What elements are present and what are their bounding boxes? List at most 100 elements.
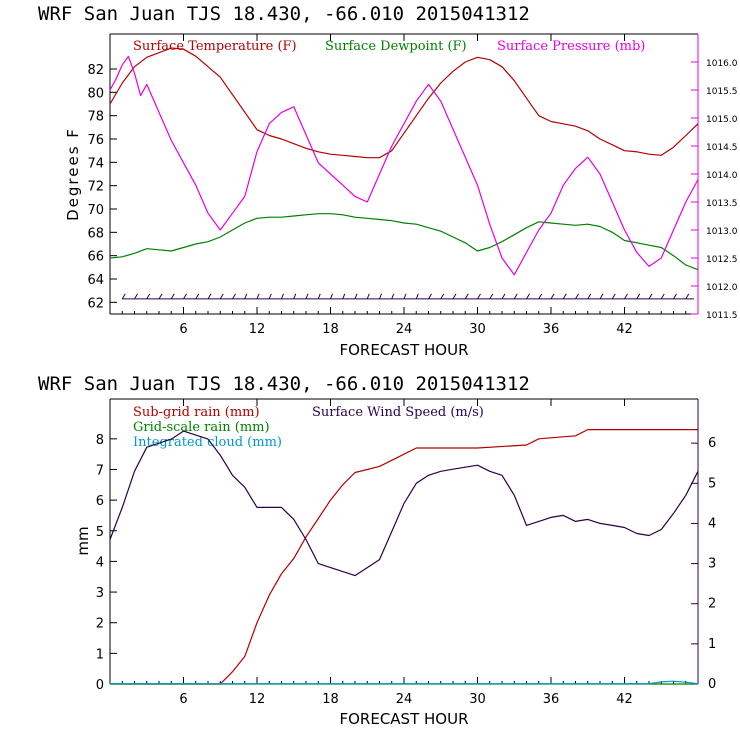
y-tick-label: 72	[87, 180, 104, 195]
wind-barb	[146, 293, 151, 300]
y2-tick-label: 1014.5	[706, 143, 738, 153]
wind-barb	[256, 293, 260, 300]
wind-barb	[611, 293, 616, 300]
y2-tick-label: 1015.0	[706, 115, 738, 125]
wind-barb	[134, 293, 138, 300]
x-tick-label: 18	[322, 692, 339, 707]
wind-barb	[477, 293, 481, 300]
series-line	[109, 430, 699, 577]
wind-barb	[379, 293, 382, 300]
wind-barb	[562, 293, 567, 300]
wind-barb	[366, 293, 370, 300]
y2-tick-label: 1013.5	[706, 199, 738, 209]
x-tick-label: 12	[249, 692, 266, 707]
y-tick-label: 68	[87, 226, 104, 241]
y-tick-label: 64	[87, 273, 104, 288]
wind-barb	[624, 293, 628, 300]
wind-barb	[575, 293, 579, 300]
x-axis-label: FORECAST HOUR	[339, 710, 468, 728]
x-tick-label: 42	[616, 692, 633, 707]
wind-barb	[452, 293, 457, 300]
y2-tick-label: 1014.0	[706, 171, 738, 181]
y2-tick-label: 1012.0	[706, 283, 738, 293]
wind-barb	[685, 293, 690, 300]
wind-barb	[268, 293, 272, 300]
wind-barb	[538, 293, 543, 300]
y2-tick-label: 1016.0	[706, 59, 738, 69]
y-tick-label: 70	[87, 203, 104, 218]
y-tick-label: 0	[96, 678, 104, 693]
y-tick-label: 82	[87, 63, 104, 78]
legend-entry: Integrated cloud (mm)	[133, 435, 282, 450]
y2-tick-label: 1013.0	[706, 227, 738, 237]
chart-panel-2: WRF San Juan TJS 18.430, -66.010 2015041…	[38, 373, 716, 728]
x-tick-label: 24	[396, 322, 413, 337]
y-tick-label: 5	[96, 525, 104, 540]
wind-barb	[158, 293, 163, 300]
wind-barb	[550, 293, 555, 300]
wind-barb	[305, 293, 309, 300]
wind-barb	[501, 293, 506, 300]
x-tick-label: 30	[469, 322, 486, 337]
wind-barb	[183, 293, 187, 300]
legend-entry: Surface Pressure (mb)	[497, 39, 645, 54]
y-tick-label: 80	[87, 86, 104, 101]
y-tick-label: 6	[96, 494, 104, 509]
wind-barb	[281, 293, 284, 300]
wind-barb	[673, 293, 677, 300]
y2-tick-label: 1012.5	[706, 255, 738, 265]
wind-barb	[526, 293, 530, 300]
series-line	[109, 47, 699, 159]
series-line	[110, 680, 699, 685]
wind-barb	[219, 293, 224, 300]
wind-barb	[342, 293, 346, 300]
wind-barb	[170, 293, 175, 300]
legend-entry: Surface Wind Speed (m/s)	[312, 405, 484, 420]
wind-barb	[587, 293, 592, 300]
legend-entry: Surface Temperature (F)	[133, 39, 297, 54]
series-line	[109, 213, 699, 271]
wind-barb	[244, 293, 248, 300]
wind-barb	[636, 293, 641, 300]
y2-tick-label: 6	[708, 436, 716, 451]
wind-barb	[403, 293, 407, 300]
y-tick-label: 8	[96, 433, 104, 448]
x-tick-label: 42	[616, 322, 633, 337]
wind-barb	[428, 293, 432, 300]
y-tick-label: 2	[96, 617, 104, 632]
wind-barb	[660, 293, 665, 300]
x-tick-label: 24	[396, 692, 413, 707]
wind-barb	[293, 293, 297, 300]
wind-barb	[415, 293, 419, 300]
wind-barb	[207, 293, 212, 300]
series-line	[109, 55, 699, 276]
y2-tick-label: 2	[708, 597, 716, 612]
chart-title: WRF San Juan TJS 18.430, -66.010 2015041…	[38, 373, 530, 395]
x-tick-label: 6	[179, 692, 187, 707]
wind-barb	[513, 293, 518, 300]
y2-tick-label: 0	[708, 677, 716, 692]
x-tick-label: 36	[543, 322, 560, 337]
y-tick-label: 74	[87, 156, 104, 171]
y-axis-label: Degrees F	[64, 127, 82, 221]
x-tick-label: 18	[322, 322, 339, 337]
wind-barb	[121, 293, 126, 300]
wind-barb	[354, 293, 358, 300]
y2-tick-label: 5	[708, 476, 716, 491]
wind-barb	[599, 293, 604, 300]
y-tick-label: 7	[96, 463, 104, 478]
y2-tick-label: 1	[708, 637, 716, 652]
y2-tick-label: 3	[708, 557, 716, 572]
wind-barb	[330, 293, 333, 300]
y-axis-label: mm	[74, 526, 92, 555]
x-axis-label: FORECAST HOUR	[339, 341, 468, 359]
wind-barb	[232, 293, 236, 300]
y-tick-label: 62	[87, 296, 104, 311]
y-tick-label: 4	[96, 555, 104, 570]
y-tick-label: 76	[87, 133, 104, 148]
wind-barb	[464, 293, 469, 300]
chart-panel-1: WRF San Juan TJS 18.430, -66.010 2015041…	[38, 3, 738, 359]
y2-tick-label: 4	[708, 516, 716, 531]
y-tick-label: 66	[87, 250, 104, 265]
